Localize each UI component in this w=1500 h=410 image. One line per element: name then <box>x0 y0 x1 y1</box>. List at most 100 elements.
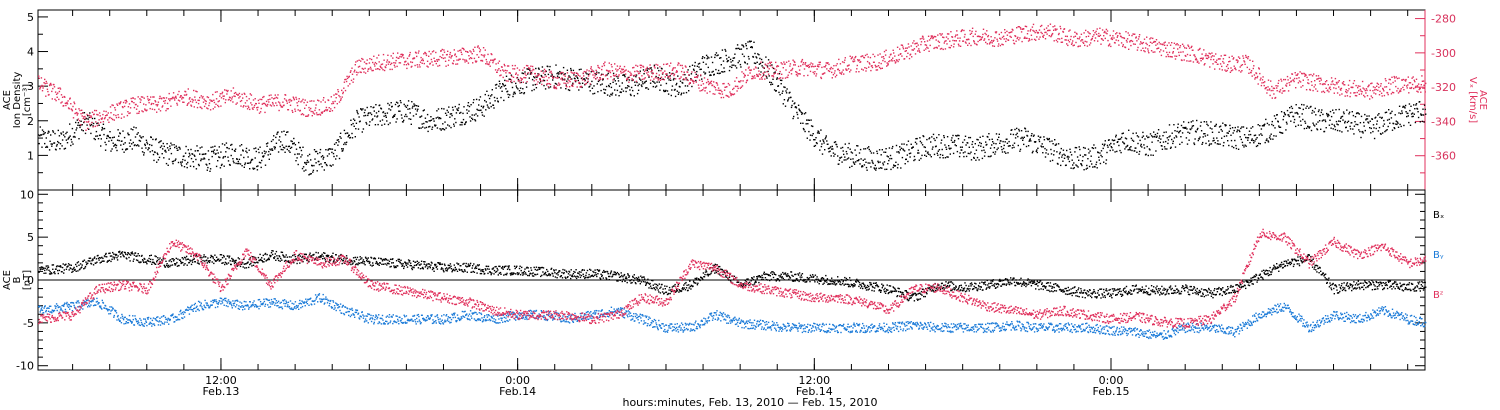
ion-density-data-point <box>493 96 496 99</box>
vx-data-point <box>361 67 363 70</box>
ion-density-data-point <box>926 152 929 154</box>
ion-density-data-point <box>1096 167 1098 169</box>
vx-data-point <box>1002 44 1004 46</box>
vx-data-point <box>443 49 445 51</box>
ion-density-data-point <box>234 148 237 150</box>
ion-density-data-point <box>607 72 609 75</box>
vx-data-point <box>692 80 694 83</box>
ion-density-data-point <box>1060 164 1062 167</box>
vx-data-point <box>898 58 900 61</box>
vx-data-point <box>1030 28 1032 31</box>
vx-data-point <box>296 102 298 104</box>
vx-data-point <box>519 77 522 79</box>
ion-density-data-point <box>387 102 389 105</box>
vx-data-point <box>1082 41 1084 43</box>
ion-density-data-point <box>834 141 837 143</box>
vx-data-point <box>909 53 912 55</box>
ion-density-data-point <box>56 143 58 146</box>
ion-density-data-point <box>1100 154 1102 157</box>
ion-density-data-point <box>1378 113 1380 115</box>
ion-density-data-point <box>780 83 782 85</box>
vx-data-point <box>592 70 595 73</box>
vx-data-point <box>57 87 59 89</box>
vx-data-point <box>1023 37 1025 39</box>
vx-data-point <box>727 95 729 97</box>
ion-density-data-point <box>276 133 278 135</box>
vx-data-point <box>186 104 188 106</box>
vx-data-point <box>1298 77 1300 79</box>
vx-data-point <box>1225 70 1227 72</box>
vx-data-point <box>603 63 605 65</box>
vx-data-point <box>1143 50 1145 52</box>
ion-density-data-point <box>797 117 799 119</box>
ion-density-data-point <box>832 148 834 150</box>
ion-density-data-point <box>867 162 869 164</box>
ion-density-data-point <box>1235 144 1237 147</box>
ion-density-data-point <box>793 115 795 118</box>
ion-density-data-point <box>1256 144 1259 147</box>
ion-density-data-point <box>1252 139 1254 142</box>
vx-tick-label: -280 <box>1431 13 1456 26</box>
density-tick-label: 4 <box>27 46 34 59</box>
ion-density-data-point <box>1310 129 1313 132</box>
vx-data-point <box>577 73 579 75</box>
ion-density-data-point <box>779 79 782 81</box>
ion-density-data-point <box>295 148 298 150</box>
ion-density-data-point <box>845 159 847 161</box>
ion-density-data-point <box>988 138 991 141</box>
vx-data-point <box>666 63 669 65</box>
ion-density-data-point <box>1031 152 1034 154</box>
ion-density-data-point <box>347 136 349 138</box>
vx-data-point <box>1142 47 1144 49</box>
ion-density-data-point <box>630 94 632 97</box>
vx-data-point <box>1147 50 1149 52</box>
ion-density-data-point <box>1377 130 1380 132</box>
ion-density-data-point <box>152 138 154 141</box>
ion-density-data-point <box>858 152 861 154</box>
vx-data-point <box>304 99 306 101</box>
ion-density-data-point <box>407 108 409 110</box>
ion-density-data-point <box>143 152 145 154</box>
ion-density-data-point <box>996 148 998 151</box>
vx-data-point <box>854 56 856 59</box>
vx-data-point <box>707 78 709 81</box>
vx-data-point <box>455 63 457 65</box>
ion-density-data-point <box>853 163 856 165</box>
vx-data-point <box>425 53 427 55</box>
ion-density-data-point <box>455 112 458 114</box>
vx-data-point <box>787 76 789 79</box>
vx-data-point <box>1032 29 1034 32</box>
ion-density-data-point <box>207 166 209 169</box>
ion-density-data-point <box>456 108 458 110</box>
vx-data-point <box>564 79 566 81</box>
ion-density-data-point <box>1363 121 1365 124</box>
vx-data-point <box>804 63 806 65</box>
vx-data-point <box>793 60 795 63</box>
vx-data-point <box>1057 33 1060 36</box>
vx-data-point <box>641 75 643 77</box>
vx-data-point <box>535 75 537 78</box>
vx-data-point <box>974 33 976 35</box>
vx-data-point <box>581 77 583 79</box>
ion-density-data-point <box>353 125 355 127</box>
ion-density-data-point <box>1317 110 1320 113</box>
ion-density-data-point <box>819 149 821 151</box>
vx-data-point <box>1023 28 1025 30</box>
vx-data-point <box>432 50 435 52</box>
ion-density-data-point <box>1333 124 1335 126</box>
vx-data-point <box>624 70 626 72</box>
vx-data-point <box>790 69 792 72</box>
vx-data-point <box>301 113 304 115</box>
ion-density-data-point <box>336 155 338 157</box>
vx-data-point <box>611 66 613 68</box>
ion-density-data-point <box>813 145 815 147</box>
vx-data-point <box>197 99 199 101</box>
ion-density-data-point <box>257 165 259 167</box>
vx-data-point <box>411 65 413 68</box>
ion-density-data-point <box>710 74 712 76</box>
ion-density-data-point <box>695 73 697 75</box>
ion-density-data-point <box>1303 127 1306 130</box>
vx-data-point <box>949 47 951 49</box>
vx-data-point <box>407 62 409 65</box>
vx-data-point <box>635 64 637 67</box>
